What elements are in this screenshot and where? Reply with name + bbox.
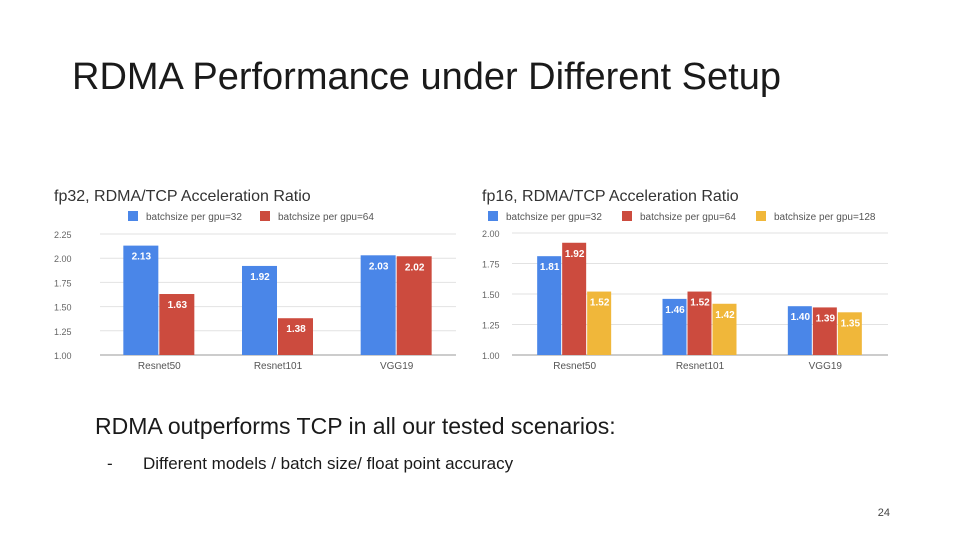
bar-1-0 <box>242 265 277 355</box>
bar-2-0 <box>787 306 812 355</box>
y-tick-label-3: 1.75 <box>54 278 72 288</box>
y-tick-label-0: 1.00 <box>482 351 500 361</box>
x-tick-label-1: Resnet101 <box>676 361 725 372</box>
fp16-chart-svg: fp16, RDMA/TCP Acceleration Ratio batchsi… <box>482 188 888 372</box>
chart-title: fp32, RDMA/TCP Acceleration Ratio <box>54 188 311 205</box>
y-tick-label-1: 1.25 <box>54 327 72 337</box>
bar-1-1 <box>687 291 712 355</box>
bar-2-2 <box>837 312 862 355</box>
fp32-chart: fp32, RDMA/TCP Acceleration Ratio batchsi… <box>38 178 456 378</box>
legend-swatch-0 <box>128 211 138 221</box>
legend-swatch-2 <box>756 211 766 221</box>
page-number: 24 <box>877 507 890 519</box>
legend-swatch-1 <box>622 211 632 221</box>
x-tick-label-0: Resnet50 <box>553 361 596 372</box>
data-label-1-1: 1.38 <box>286 324 306 335</box>
legend-label-1: batchsize per gpu=64 <box>278 212 374 223</box>
bar-0-2 <box>587 291 612 355</box>
legend-label-2: batchsize per gpu=128 <box>774 212 876 223</box>
bar-0-1 <box>159 294 195 355</box>
y-tick-label-0: 1.00 <box>54 351 72 361</box>
data-label-1-2: 1.42 <box>715 310 735 321</box>
bullet-marker: - <box>107 454 113 473</box>
y-tick-label-2: 1.50 <box>54 303 72 313</box>
data-label-2-1: 1.39 <box>816 313 836 324</box>
x-tick-label-1: Resnet101 <box>254 361 303 372</box>
y-tick-label-2: 1.50 <box>482 290 500 300</box>
y-tick-label-3: 1.75 <box>482 260 500 270</box>
bar-0-1 <box>562 242 587 355</box>
bar-1-1 <box>278 318 313 355</box>
y-tick-label-1: 1.25 <box>482 321 500 331</box>
legend-swatch-0 <box>488 211 498 221</box>
data-label-0-0: 1.81 <box>540 262 560 273</box>
data-label-1-0: 1.46 <box>665 305 685 316</box>
bar-0-0 <box>537 256 562 355</box>
legend-label-0: batchsize per gpu=32 <box>146 212 242 223</box>
bar-2-1 <box>396 256 432 355</box>
chart-title: fp16, RDMA/TCP Acceleration Ratio <box>482 188 739 205</box>
x-tick-label-2: VGG19 <box>380 361 414 372</box>
data-label-2-0: 2.03 <box>369 261 389 272</box>
bullet-text: Different models / batch size/ float poi… <box>143 454 514 473</box>
data-label-2-0: 1.40 <box>791 312 811 323</box>
data-label-0-2: 1.52 <box>590 298 610 309</box>
data-label-0-1: 1.92 <box>565 249 585 260</box>
x-tick-label-2: VGG19 <box>809 361 843 372</box>
y-tick-label-4: 2.00 <box>54 254 72 264</box>
bullet-item: - Different models / batch size/ float po… <box>107 454 513 474</box>
data-label-0-0: 2.13 <box>132 252 152 263</box>
data-label-1-0: 1.92 <box>250 272 270 283</box>
bar-1-2 <box>712 303 737 355</box>
slide-title: RDMA Performance under Different Setup <box>72 56 781 98</box>
fp32-chart-svg: fp32, RDMA/TCP Acceleration Ratio batchsi… <box>54 188 456 372</box>
data-label-1-1: 1.52 <box>690 298 710 309</box>
legend-swatch-1 <box>260 211 270 221</box>
fp16-chart: fp16, RDMA/TCP Acceleration Ratio batchsi… <box>470 178 902 378</box>
bar-2-1 <box>812 307 837 355</box>
data-label-2-1: 2.02 <box>405 262 425 273</box>
y-tick-label-4: 2.00 <box>482 229 500 239</box>
bar-2-0 <box>360 255 396 355</box>
x-tick-label-0: Resnet50 <box>138 361 181 372</box>
y-tick-label-5: 2.25 <box>54 230 72 240</box>
bar-1-0 <box>662 298 687 355</box>
legend-label-1: batchsize per gpu=64 <box>640 212 736 223</box>
bar-0-0 <box>123 245 159 355</box>
data-label-2-2: 1.35 <box>841 318 861 329</box>
data-label-0-1: 1.63 <box>168 300 188 311</box>
legend-label-0: batchsize per gpu=32 <box>506 212 602 223</box>
main-statement: RDMA outperforms TCP in all our tested s… <box>95 413 616 439</box>
